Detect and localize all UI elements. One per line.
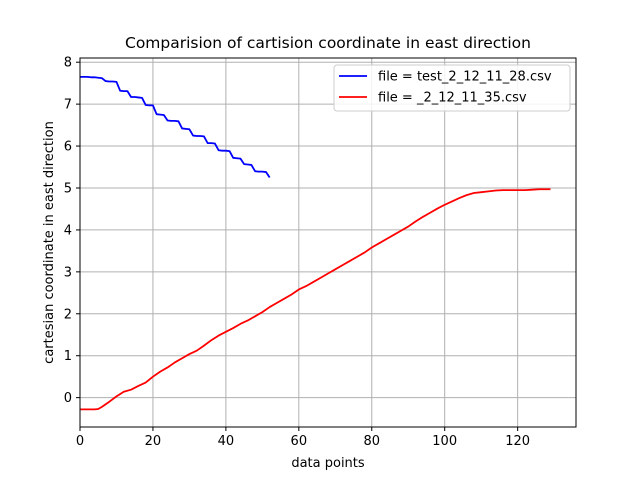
y-tick-label: 8 (64, 56, 72, 71)
chart-title: Comparision of cartision coordinate in e… (125, 34, 531, 52)
series-layer (80, 75, 551, 411)
y-tick-label: 4 (64, 223, 72, 238)
y-tick-label: 1 (64, 349, 72, 364)
y-tick-label: 2 (64, 307, 72, 322)
series-line-1 (80, 75, 271, 179)
ticks-layer: 0 20 40 60 80 100 120 0 1 2 3 4 5 6 7 8 (64, 56, 530, 449)
x-tick-label: 120 (505, 434, 530, 449)
plot-frame (79, 57, 577, 428)
x-tick-label: 80 (363, 434, 380, 449)
legend-label-1: file = test_2_12_11_28.csv (378, 70, 552, 85)
y-tick-label: 5 (64, 181, 72, 196)
y-axis-label: cartesian coordinate in east direction (42, 121, 57, 364)
y-tick-label: 0 (64, 391, 72, 406)
grid-layer (79, 58, 576, 427)
legend-box (333, 64, 571, 112)
series-line-2 (80, 188, 551, 411)
x-tick-label: 0 (76, 434, 84, 449)
legend-label-2: file = _2_12_11_35.csv (378, 91, 527, 106)
y-tick-label: 7 (64, 98, 72, 113)
x-tick-label: 20 (145, 434, 162, 449)
x-tick-label: 100 (432, 434, 457, 449)
y-tick-label: 3 (64, 265, 72, 280)
x-tick-label: 40 (218, 434, 235, 449)
x-axis-label: data points (291, 456, 365, 471)
x-tick-label: 60 (291, 434, 308, 449)
y-tick-label: 6 (64, 140, 72, 155)
